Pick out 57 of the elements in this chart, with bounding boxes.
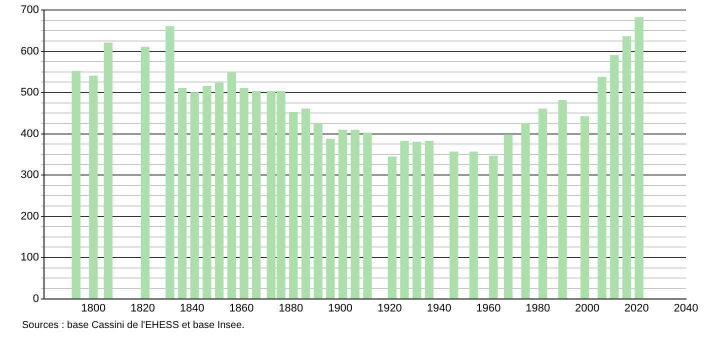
bar — [558, 100, 567, 299]
bar — [598, 76, 606, 299]
y-tick-label: 700 — [20, 4, 39, 16]
y-tick-label: 500 — [20, 86, 39, 99]
bar — [580, 116, 590, 299]
bar — [72, 70, 80, 299]
bar — [178, 88, 187, 299]
bar — [634, 17, 644, 299]
bar — [190, 92, 199, 299]
x-tick-label: 2000 — [574, 302, 600, 314]
bar — [227, 72, 236, 299]
y-tick-label: 200 — [20, 210, 39, 222]
bar — [252, 90, 261, 299]
x-tick-label: 2040 — [674, 302, 698, 314]
bar — [489, 156, 498, 299]
bar — [388, 156, 396, 299]
bar — [610, 55, 619, 299]
bar — [363, 132, 372, 299]
y-tick-label: 600 — [20, 45, 39, 58]
bar — [214, 82, 224, 299]
x-tick-label: 1840 — [180, 302, 204, 314]
bar — [504, 134, 513, 299]
x-tick-label: 1900 — [328, 302, 353, 314]
bar — [202, 86, 212, 299]
bar — [240, 88, 248, 299]
x-tick-label: 1920 — [377, 302, 402, 314]
bar — [622, 36, 632, 299]
bar — [338, 130, 348, 299]
bar — [450, 152, 458, 299]
x-tick-label: 1980 — [526, 302, 550, 314]
bar — [538, 108, 548, 299]
bar — [400, 140, 409, 299]
bar — [326, 138, 335, 299]
bar — [89, 76, 98, 299]
bar — [140, 46, 150, 299]
x-tick-label: 1820 — [130, 302, 156, 314]
x-tick-label: 2020 — [624, 302, 649, 314]
y-tick-label: 0 — [32, 292, 39, 305]
y-tick-label: 400 — [20, 128, 39, 140]
bar — [301, 108, 310, 299]
y-tick-label: 300 — [20, 169, 39, 182]
bar — [289, 112, 298, 299]
y-tick-label: 100 — [20, 252, 39, 264]
bar — [314, 123, 322, 299]
bar — [350, 130, 360, 299]
x-tick-label: 1940 — [426, 302, 452, 314]
x-tick-label: 1800 — [81, 302, 106, 314]
bar — [521, 123, 530, 299]
bar — [424, 140, 434, 299]
source-note: Sources : base Cassini de l'EHESS et base Insee. — [22, 320, 245, 331]
x-tick-label: 1960 — [476, 302, 501, 314]
x-tick-label: 1860 — [229, 302, 254, 314]
bar — [469, 152, 478, 299]
bar — [166, 26, 174, 299]
bar — [104, 42, 113, 299]
bar — [412, 142, 422, 299]
x-tick-label: 1880 — [278, 302, 304, 314]
